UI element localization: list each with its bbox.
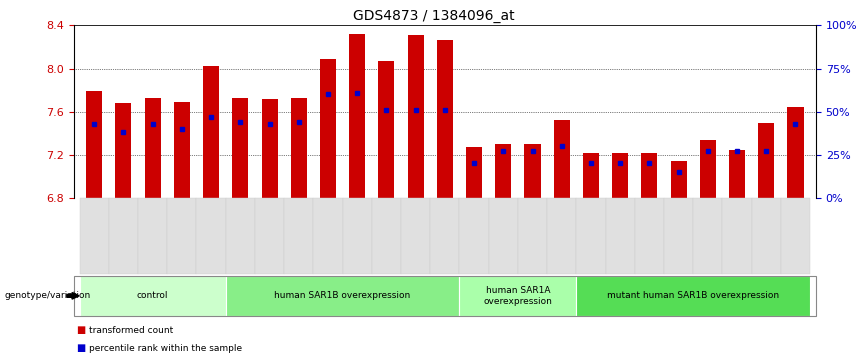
Bar xyxy=(583,152,599,198)
Text: genotype/variation: genotype/variation xyxy=(4,291,90,300)
Text: human SAR1A
overexpression: human SAR1A overexpression xyxy=(483,286,552,306)
Bar xyxy=(787,107,804,198)
Bar xyxy=(641,152,657,198)
Text: control: control xyxy=(137,291,168,300)
Bar xyxy=(496,144,511,198)
Bar xyxy=(466,147,482,198)
Bar xyxy=(700,140,716,198)
Bar xyxy=(233,98,248,198)
Bar xyxy=(174,102,190,198)
Bar xyxy=(759,123,774,198)
Bar xyxy=(437,41,453,198)
Text: ■: ■ xyxy=(76,343,86,354)
Bar xyxy=(291,98,306,198)
Bar xyxy=(729,150,745,198)
Bar xyxy=(145,98,161,198)
Bar xyxy=(320,59,336,198)
Text: ■: ■ xyxy=(76,325,86,335)
Bar xyxy=(671,161,687,198)
Text: mutant human SAR1B overexpression: mutant human SAR1B overexpression xyxy=(607,291,779,300)
Text: human SAR1B overexpression: human SAR1B overexpression xyxy=(274,291,411,300)
Bar xyxy=(408,35,424,198)
Bar xyxy=(349,34,365,198)
Text: transformed count: transformed count xyxy=(89,326,174,335)
Bar xyxy=(612,152,628,198)
Bar xyxy=(86,91,102,198)
Text: GDS4873 / 1384096_at: GDS4873 / 1384096_at xyxy=(353,9,515,23)
Bar xyxy=(554,120,569,198)
Bar xyxy=(378,61,394,198)
Bar xyxy=(203,66,219,198)
Text: percentile rank within the sample: percentile rank within the sample xyxy=(89,344,242,353)
Bar xyxy=(524,144,541,198)
Bar xyxy=(115,103,131,198)
Bar xyxy=(261,99,278,198)
